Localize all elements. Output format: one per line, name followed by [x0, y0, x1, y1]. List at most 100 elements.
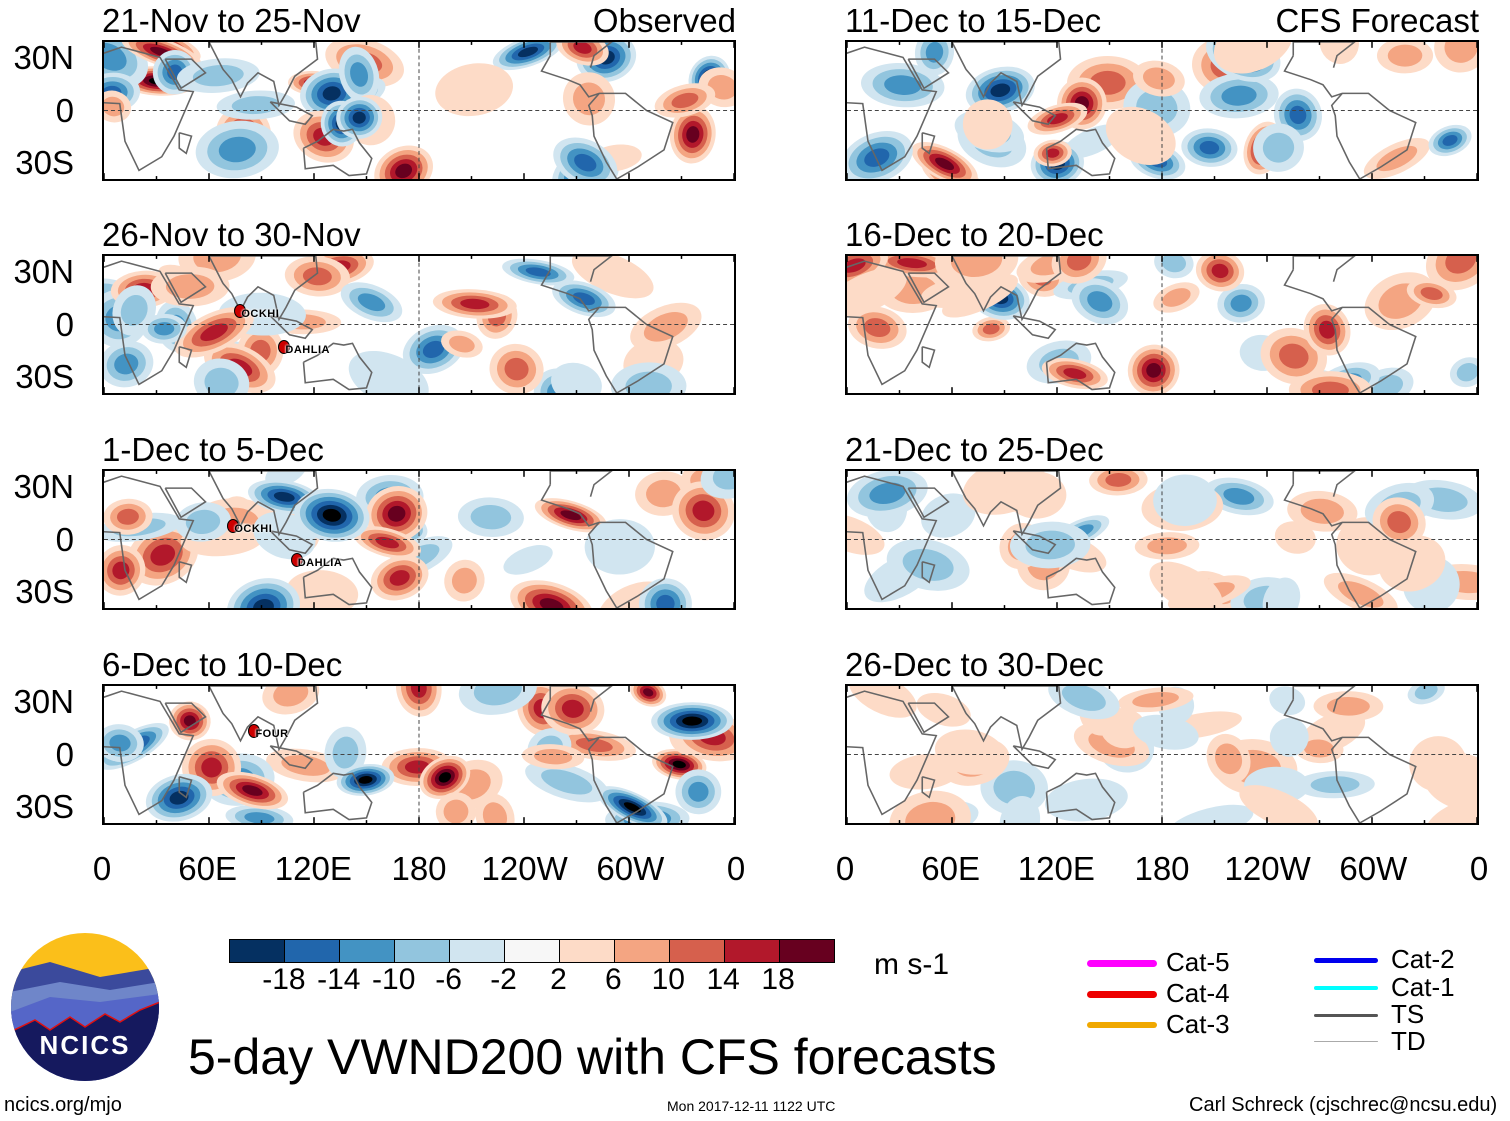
- anomaly-contour: [1376, 145, 1418, 172]
- anomaly-contour: [1063, 368, 1087, 380]
- colorbar-label: -6: [435, 963, 462, 996]
- coastline: [1045, 772, 1116, 821]
- coastline: [104, 475, 195, 601]
- anomaly-contour: [672, 760, 686, 769]
- anomaly-contour: [302, 267, 332, 286]
- coastline: [1283, 55, 1417, 179]
- lon-label: 0: [726, 850, 746, 887]
- coastline: [1045, 342, 1116, 391]
- colorbar-label: 14: [706, 963, 740, 996]
- anomaly-contour: [201, 757, 222, 778]
- anomaly-contour: [525, 267, 551, 277]
- anomaly-contour: [572, 292, 595, 306]
- lon-label: 0: [1469, 850, 1489, 887]
- panel-title: 1-Dec to 5-Dec: [102, 431, 324, 468]
- coastline: [269, 315, 314, 340]
- anomaly-contour: [503, 545, 553, 575]
- anomaly-field: [104, 471, 734, 608]
- anomaly-contour: [1221, 85, 1257, 106]
- anomaly-contour: [1274, 521, 1316, 554]
- anomaly-contour: [572, 82, 606, 116]
- anomaly-contour: [643, 688, 654, 697]
- legend-label: TD: [1391, 1026, 1426, 1056]
- storm-label: OCKHI: [241, 308, 280, 321]
- legend-line: [1087, 959, 1157, 967]
- lat-label: 0: [55, 520, 74, 558]
- anomaly-contour: [905, 801, 956, 823]
- coastline: [178, 132, 193, 155]
- map-panel: [102, 254, 736, 395]
- anomaly-contour: [623, 802, 641, 813]
- coastline: [1045, 128, 1116, 177]
- coastline: [302, 128, 373, 177]
- anomaly-contour: [671, 92, 699, 109]
- coastline: [104, 260, 195, 386]
- coastline: [164, 58, 207, 90]
- lon-label: 60E: [178, 850, 238, 887]
- lon-label: 180: [1134, 850, 1190, 887]
- anomaly-contour: [1420, 287, 1443, 301]
- map-panel: [102, 684, 736, 825]
- anomaly-contour: [902, 548, 954, 581]
- coastline: [1283, 269, 1417, 393]
- anomaly-contour: [1213, 42, 1294, 74]
- coastline: [907, 58, 950, 90]
- legend-label: Cat-1: [1391, 972, 1455, 1002]
- coastline: [164, 272, 207, 304]
- anomaly-contour: [473, 686, 522, 706]
- anomaly-contour: [847, 267, 907, 318]
- coastline: [951, 42, 1062, 108]
- lat-label: 30S: [15, 144, 74, 182]
- lat-label: 30N: [13, 467, 74, 505]
- anomaly-contour: [1409, 736, 1467, 792]
- anomaly-field: [847, 256, 1477, 393]
- anomaly-contour: [169, 790, 189, 805]
- anomaly-contour: [1066, 256, 1092, 271]
- coastline: [549, 686, 613, 712]
- anomaly-contour: [422, 340, 445, 359]
- colorbar-swatch: [670, 940, 725, 962]
- anomaly-contour: [571, 256, 654, 299]
- anomaly-contour: [646, 479, 682, 508]
- lon-label: 0: [835, 850, 855, 887]
- coastline: [907, 487, 950, 519]
- coastline: [1012, 530, 1057, 555]
- coastline: [549, 256, 613, 282]
- map-panel: [845, 254, 1479, 395]
- storm-label: OCKHI: [234, 523, 273, 536]
- anomaly-contour: [1223, 488, 1255, 505]
- anomaly-contour: [925, 42, 944, 63]
- anomaly-contour: [864, 148, 890, 167]
- coastline: [164, 702, 207, 734]
- anomaly-contour: [192, 64, 244, 87]
- anomaly-contour: [692, 500, 715, 522]
- lon-label: 120E: [1017, 850, 1095, 887]
- lat-label: 0: [55, 735, 74, 773]
- anomaly-field: [104, 686, 734, 823]
- colorbar-swatch: [780, 940, 834, 962]
- anomaly-contour: [1414, 686, 1438, 700]
- coastline: [847, 46, 938, 172]
- anomaly-contour: [165, 274, 215, 299]
- anomaly-contour: [982, 323, 1000, 335]
- coastline: [1292, 471, 1356, 497]
- anomaly-contour: [1153, 474, 1217, 527]
- coastline: [1045, 557, 1116, 606]
- coastline: [208, 471, 319, 537]
- anomaly-contour: [1303, 739, 1335, 758]
- anomaly-contour: [1105, 106, 1176, 165]
- figure-title: 5-day VWND200 with CFS forecasts: [188, 1029, 997, 1085]
- coastline: [104, 690, 195, 816]
- anomaly-contour: [451, 567, 477, 594]
- coastline: [178, 346, 193, 369]
- observed-label: Observed: [592, 2, 736, 39]
- lon-label: 0: [92, 850, 112, 887]
- colorbar-swatch: [395, 940, 450, 962]
- anomaly-contour: [449, 335, 475, 353]
- anomaly-contour: [1262, 577, 1301, 608]
- anomaly-contour: [916, 692, 971, 727]
- anomaly-contour: [460, 298, 490, 310]
- anomaly-contour: [1230, 294, 1252, 312]
- forecast-label: CFS Forecast: [1275, 2, 1479, 39]
- colorbar-units: m s-1: [874, 948, 949, 981]
